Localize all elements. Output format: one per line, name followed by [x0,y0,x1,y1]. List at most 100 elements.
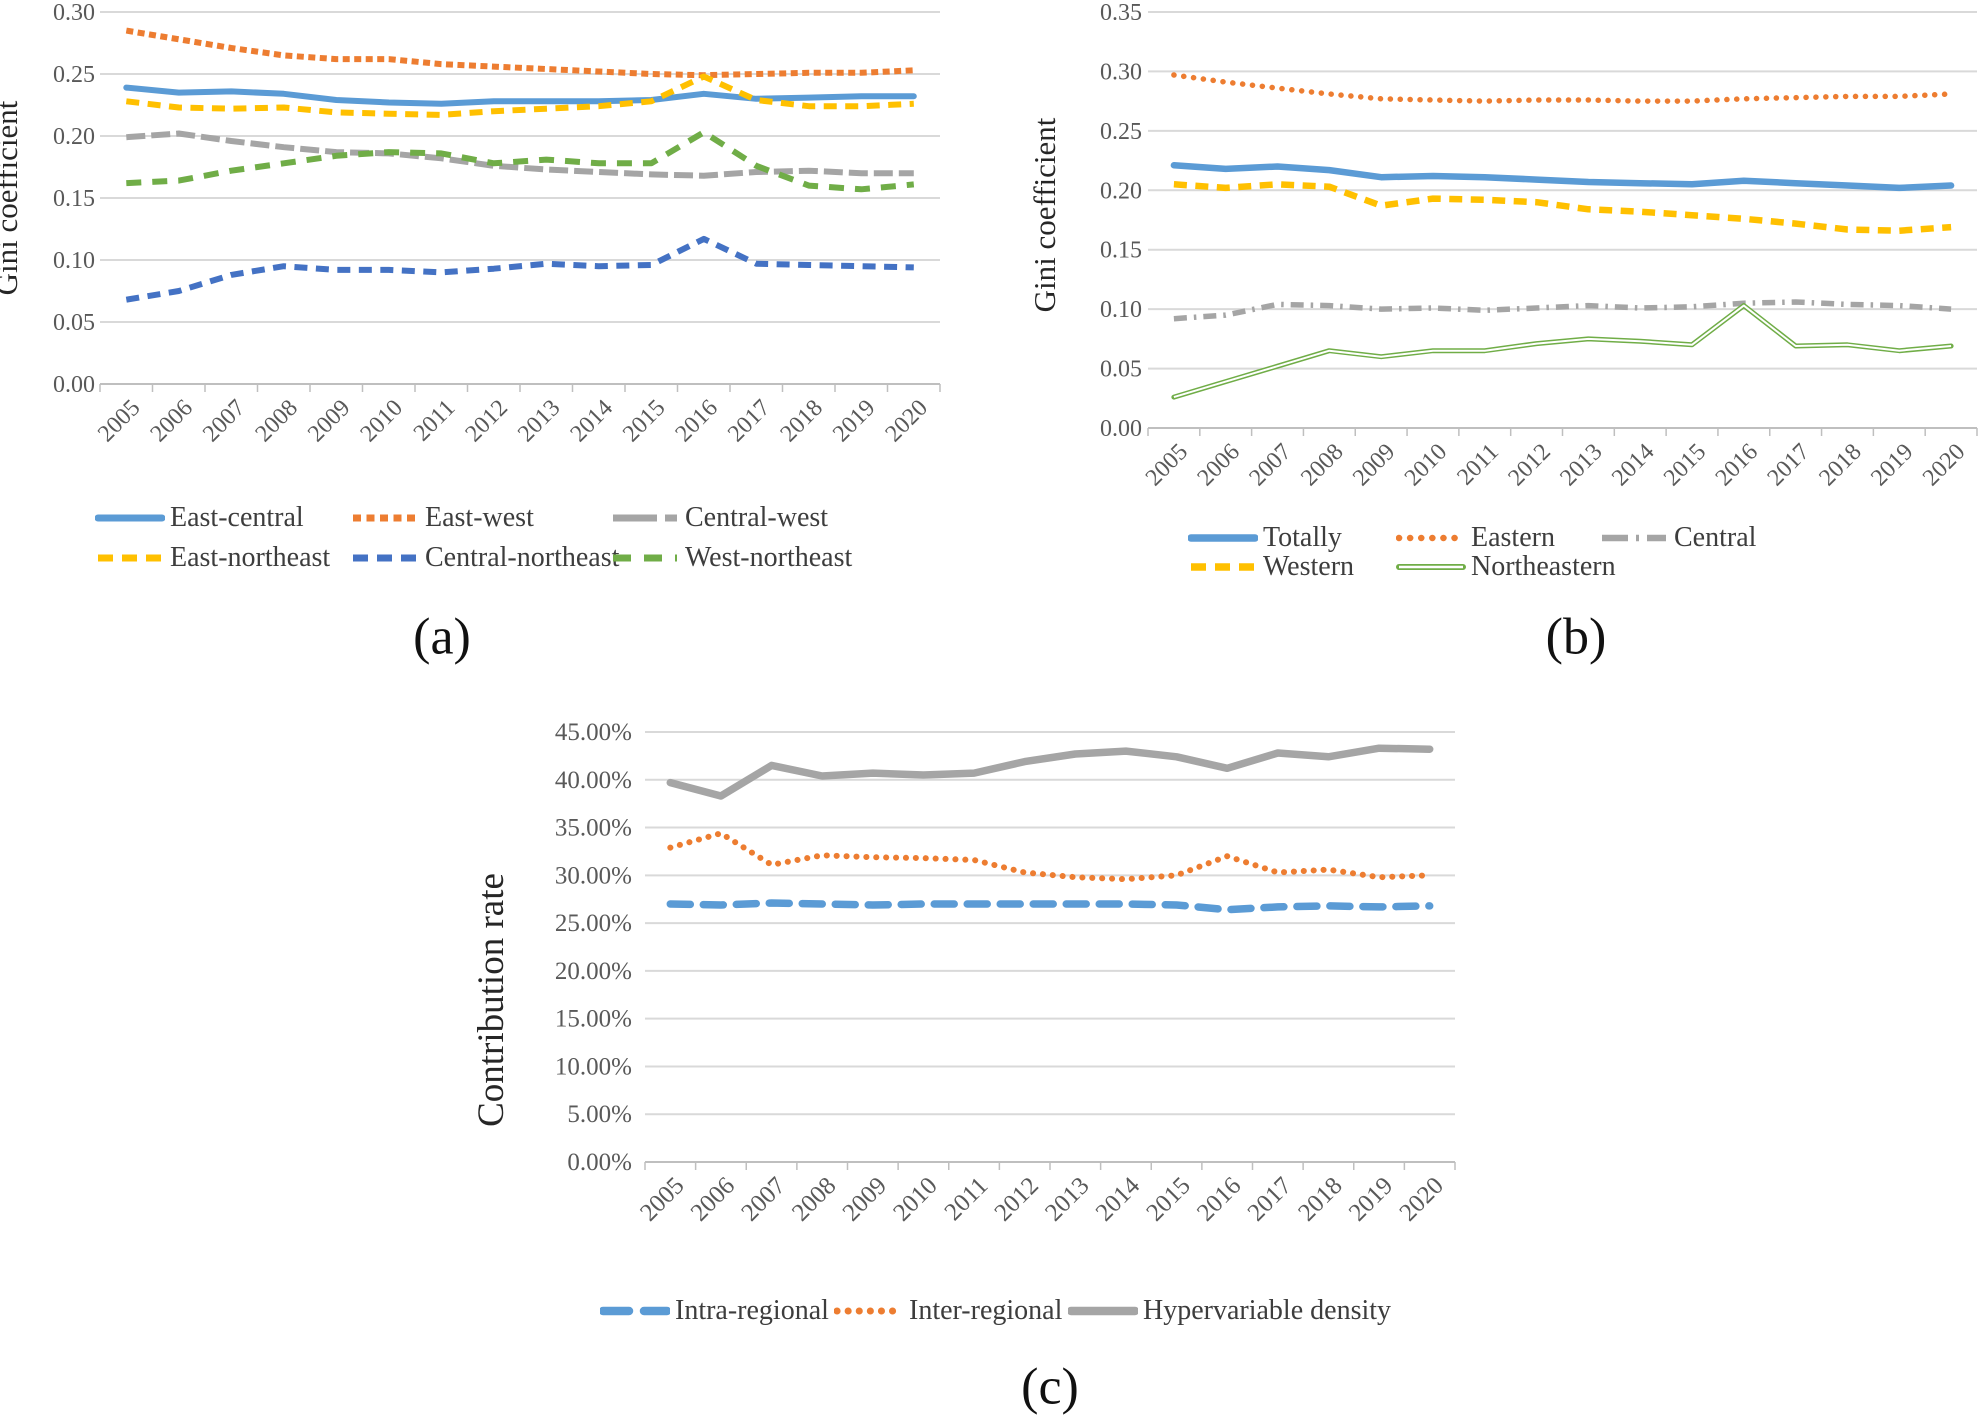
legend-item-east-central: East-central [95,503,304,533]
legend-swatch [613,554,677,562]
series-line-western [1173,181,1952,234]
x-tick-label: 2008 [787,1172,841,1226]
x-tick-label: 2016 [1192,1172,1246,1226]
legend-label: Western [1263,551,1355,582]
caption-a: (a) [413,608,471,666]
y-tick-label: 10.00% [555,1053,632,1080]
x-tick-label: 2009 [838,1172,892,1226]
y-tick-label: 0.15 [1100,238,1142,264]
y-tick-label: 0.05 [1100,357,1142,383]
x-tick-label: 2013 [1040,1172,1094,1226]
legend-swatch [834,1307,904,1315]
x-tick-label: 2015 [618,395,670,447]
x-tick-label: 2019 [1344,1172,1398,1226]
x-tick-label: 2008 [251,395,303,447]
series-line-west-northeast [126,129,915,193]
x-tick-label: 2014 [1607,439,1659,491]
legend-swatch [1602,534,1666,542]
legend-swatch [353,514,417,522]
legend-label: East-central [170,502,304,533]
series-line-central-northeast [125,235,914,303]
legend-item-northeastern: Northeastern [1396,552,1616,582]
x-tick-label: 2006 [146,395,198,447]
x-tick-label: 2011 [409,395,461,447]
y-tick-label: 0.00 [53,372,95,398]
legend-label: Inter-regional [909,1295,1063,1326]
x-tick-label: 2005 [1141,439,1193,491]
legend-item-intra-regional: Intra-regional [600,1296,829,1326]
x-tick-label: 2010 [356,395,408,447]
x-tick-label: 2007 [1244,439,1296,491]
x-tick-label: 2017 [723,395,775,447]
series-line-east-west [125,27,914,79]
x-tick-label: 2006 [686,1172,740,1226]
legend-item-totally: Totally [1188,523,1342,553]
chart-a-gini-pairwise: 0.00 0.05 0.10 0.15 0.20 0.25 0.30 2005 2006 2007… [0,0,941,447]
y-tick-label: 20.00% [555,958,632,985]
legend-swatch [1068,1306,1138,1316]
y-tick-label: 35.00% [555,815,632,842]
x-tick-label: 2011 [940,1172,994,1226]
legend-swatch [95,514,165,522]
x-tick-label: 2013 [1555,439,1607,491]
series-line-eastern [1171,72,1954,104]
series-line-core [1173,304,1952,399]
x-tick-label: 2018 [1293,1172,1347,1226]
legend-swatch [1396,564,1466,570]
legend-item-central-west: Central-west [610,503,828,533]
legend-item-eastern: Eastern [1396,523,1555,553]
y-tick-label: 0.20 [53,124,95,150]
x-tick-label: 2010 [1400,439,1452,491]
legend-item-western: Western [1188,552,1354,582]
x-tick-label: 2014 [1091,1172,1146,1227]
y-tick-label: 0.00 [1100,416,1142,442]
legend-label: Eastern [1471,522,1555,553]
legend-swatch [1191,563,1255,571]
x-tick-label: 2013 [513,395,565,447]
y-axis-title: Gini coefficient [0,100,24,295]
legend-label: Totally [1263,522,1342,553]
y-tick-label: 0.15 [53,186,95,212]
legend-label: Intra-regional [675,1295,829,1326]
x-tick-label: 2010 [888,1172,942,1226]
legend-item-east-west: East-west [350,503,534,533]
legend-item-inter-regional: Inter-regional [834,1296,1062,1326]
legend-label: Central-west [685,502,829,533]
x-tick-label: 2015 [1141,1172,1195,1226]
x-tick-label: 2016 [1711,439,1763,491]
x-tick-label: 2005 [635,1172,689,1226]
legend-swatch [1396,534,1466,542]
legend-label: Hypervariable density [1143,1295,1392,1326]
series-line-east-central [123,84,917,107]
x-tick-label: 2008 [1296,439,1348,491]
x-tick-label: 2012 [1504,439,1556,491]
y-tick-label: 25.00% [555,910,632,937]
y-tick-label: 45.00% [555,719,632,746]
series-line-central-west [126,130,914,179]
legend-label: East-west [425,502,534,533]
y-axis-title: Contribution rate [471,873,512,1127]
series-line-intra-regional [666,899,1434,914]
series-line-totally [1170,162,1955,192]
chart-b-gini-regions: 0.00 0.05 0.10 0.15 0.20 0.25 0.30 0.35 2005 2006… [1027,0,1978,491]
x-tick-label: 2019 [828,395,880,447]
y-tick-label: 0.30 [53,0,95,26]
x-tick-label: 2009 [1348,439,1400,491]
y-tick-label: 0.10 [53,248,95,274]
legend-item-central-northeast: Central-northeast [350,543,619,573]
x-tick-label: 2006 [1193,439,1245,491]
legend-label: Central-northeast [425,542,620,573]
x-tick-label: 2017 [1763,439,1815,491]
x-tick-label: 2009 [303,395,355,447]
y-tick-label: 0.10 [1100,297,1142,323]
legend-item-hypervariable-density: Hypervariable density [1068,1296,1391,1326]
y-tick-label: 0.20 [1100,178,1142,204]
x-tick-label: 2016 [671,395,723,447]
caption-b: (b) [1545,608,1607,666]
legend-item-west-northeast: West-northeast [610,543,852,573]
series-line-east-northeast [125,73,914,118]
x-tick-label: 2015 [1659,439,1711,491]
y-axis-title: Gini coefficient [1027,117,1062,312]
y-tick-label: 15.00% [555,1006,632,1033]
